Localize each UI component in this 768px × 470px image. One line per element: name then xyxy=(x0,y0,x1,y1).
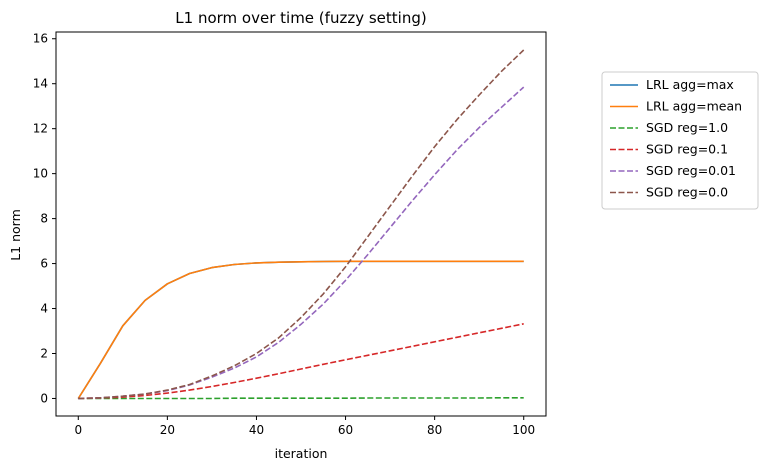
x-tick-label: 40 xyxy=(249,423,264,437)
legend: LRL agg=max LRL agg=mean SGD reg=1.0 SGD re… xyxy=(601,71,759,210)
x-tick-label: 0 xyxy=(74,423,82,437)
y-tick-label: 14 xyxy=(33,77,48,91)
axis-ticks: 0 20 40 60 80 100 0 2 4 6 8 10 12 14 16 xyxy=(33,32,535,437)
plot-frame xyxy=(55,31,547,417)
legend-label: SGD reg=0.0 xyxy=(646,185,728,200)
y-tick-label: 12 xyxy=(33,122,48,136)
x-tick-label: 60 xyxy=(338,423,353,437)
series-line xyxy=(78,86,525,400)
x-tick-label: 100 xyxy=(512,423,535,437)
x-axis-label: iteration xyxy=(275,446,328,461)
y-tick-label: 6 xyxy=(40,257,48,271)
plot-area xyxy=(77,49,525,400)
series-line xyxy=(77,260,524,399)
y-tick-label: 2 xyxy=(40,346,48,360)
legend-label: SGD reg=0.1 xyxy=(646,142,728,157)
legend-label: SGD reg=0.01 xyxy=(646,163,736,178)
y-tick-label: 16 xyxy=(33,32,48,46)
x-tick-label: 80 xyxy=(427,423,442,437)
y-tick-label: 4 xyxy=(40,302,48,316)
series-line xyxy=(78,323,524,400)
series-line xyxy=(77,260,524,399)
y-axis-label: L1 norm xyxy=(8,209,23,261)
y-tick-label: 0 xyxy=(40,391,48,405)
legend-label: LRL agg=max xyxy=(646,77,734,92)
legend-label: LRL agg=mean xyxy=(646,99,742,114)
legend-label: SGD reg=1.0 xyxy=(646,120,728,135)
y-tick-label: 10 xyxy=(33,167,48,181)
y-tick-label: 8 xyxy=(40,212,48,226)
x-tick-label: 20 xyxy=(160,423,175,437)
legend-box xyxy=(601,71,759,210)
chart-title: L1 norm over time (fuzzy setting) xyxy=(175,9,426,27)
series-line xyxy=(78,49,525,400)
series-line xyxy=(78,396,524,400)
